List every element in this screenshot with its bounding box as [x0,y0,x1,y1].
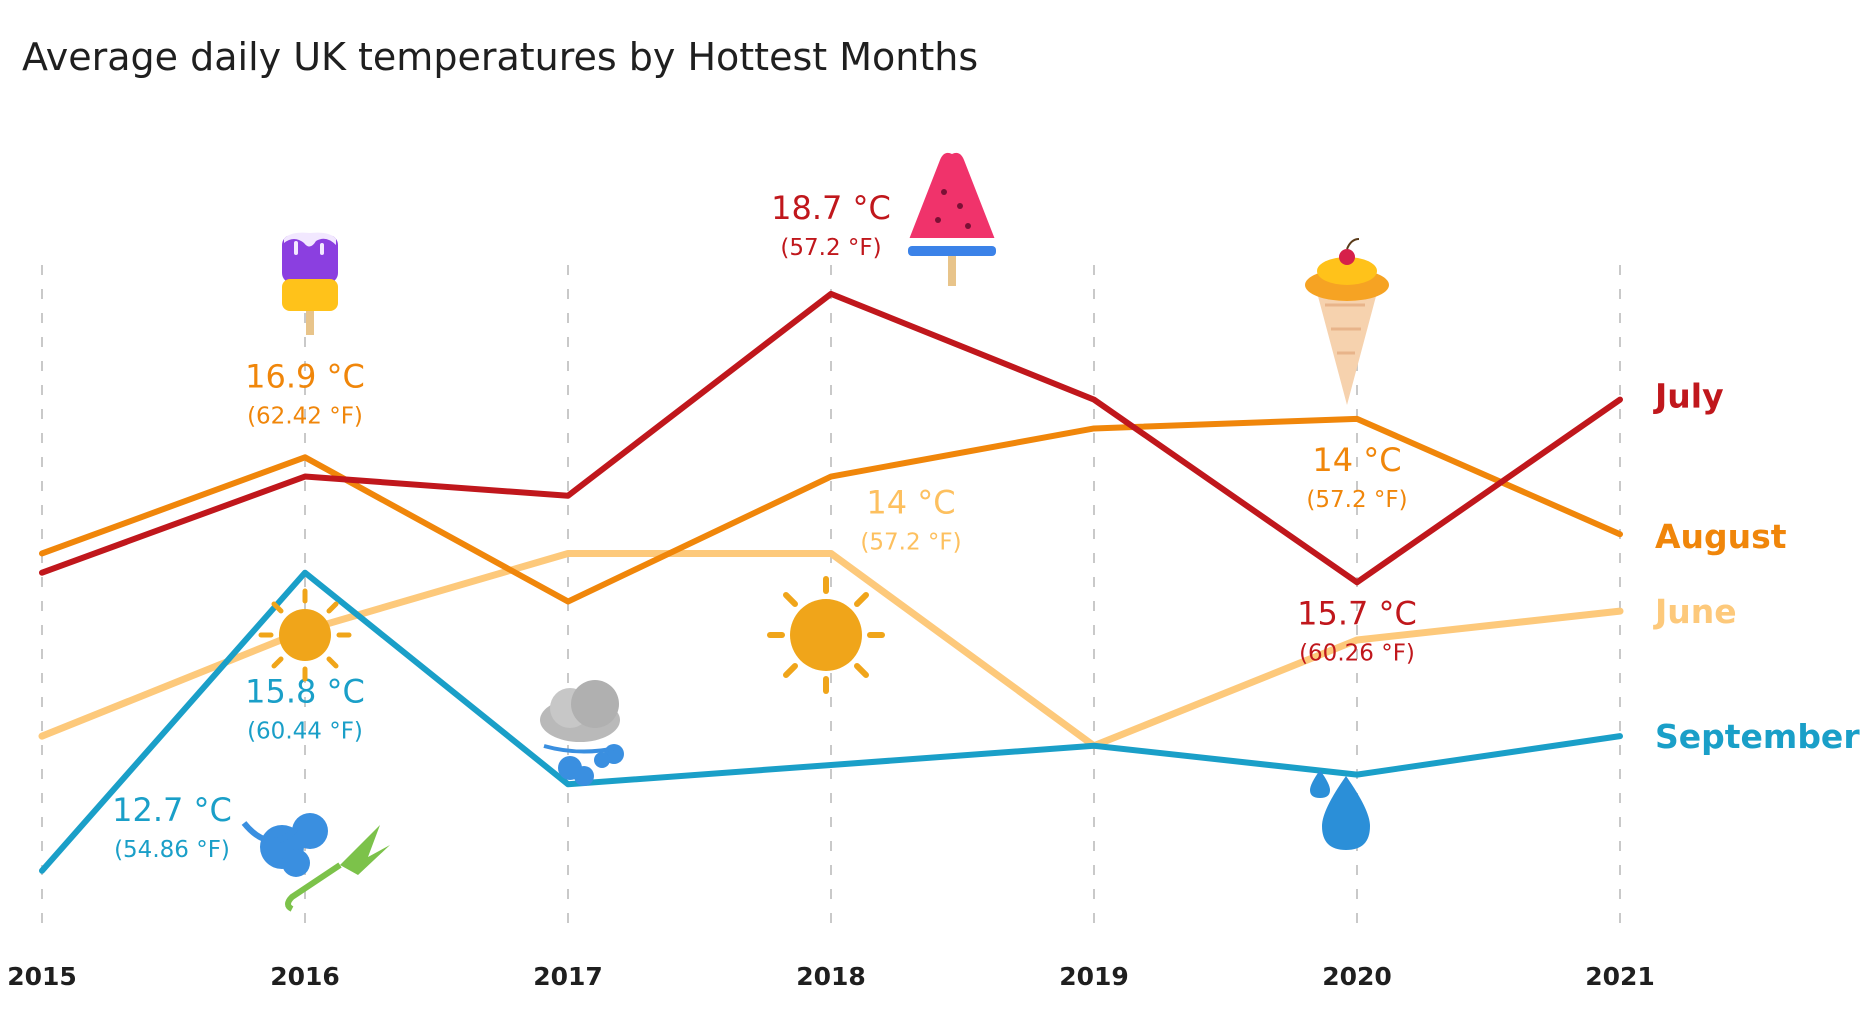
legend-label-july: July [1653,377,1724,416]
raindrop-icon [1310,770,1370,850]
watermelon-popsicle-icon [908,152,996,286]
data-point-september [1356,774,1358,776]
ice-cream-cone-icon [1305,238,1389,405]
value-annotation: 18.7 °C (57.2 °F) [771,189,891,261]
data-point-july [567,495,569,497]
data-point-july [1356,581,1358,583]
annotation-subvalue: (60.26 °F) [1299,640,1415,666]
annotation-value: 14 °C [866,483,955,521]
data-point-september [567,783,569,785]
data-point-july [830,293,832,295]
annotation-value: 15.7 °C [1297,594,1417,632]
legend-label-august: August [1655,517,1787,556]
annotation-subvalue: (57.2 °F) [1306,487,1407,513]
value-annotation: 14 °C (57.2 °F) [1306,441,1407,513]
data-point-june [41,735,43,737]
annotation-value: 16.9 °C [245,357,365,395]
annotation-value: 14 °C [1312,441,1401,479]
x-tick-label: 2019 [1059,962,1129,991]
data-point-august [830,476,832,478]
annotation-subvalue: (57.2 °F) [780,235,881,261]
x-axis: 2015 2016 2017 2018 2019 2020 2021 [7,962,1655,991]
wind-umbrella-icon [241,813,390,912]
data-point-june [567,552,569,554]
data-point-august [41,552,43,554]
annotation-subvalue: (60.44 °F) [247,719,363,745]
data-point-june [830,552,832,554]
data-point-june [1356,639,1358,641]
data-point-september [41,870,43,872]
value-annotation: 14 °C (57.2 °F) [860,483,961,555]
sun-icon [258,588,352,682]
legend: July August June September [1653,377,1860,757]
data-point-september [1093,745,1095,747]
data-point-july [1619,399,1621,401]
data-point-august [304,456,306,458]
value-annotation: 15.7 °C (60.26 °F) [1297,594,1417,666]
data-point-june [1619,610,1621,612]
x-tick-label: 2015 [7,962,77,991]
data-point-september [304,572,306,574]
data-point-july [1093,399,1095,401]
data-point-july [41,572,43,574]
chart-title: Average daily UK temperatures by Hottest… [22,35,978,79]
data-point-august [1619,533,1621,535]
annotation-value: 12.7 °C [112,791,232,829]
x-tick-label: 2016 [270,962,340,991]
annotation-subvalue: (57.2 °F) [860,529,961,555]
annotation-subvalue: (54.86 °F) [114,837,230,863]
data-point-july [304,476,306,478]
value-annotation: 16.9 °C (62.42 °F) [245,357,365,429]
sun-icon [767,576,885,694]
value-annotation: 15.8 °C(60.44 °F) [245,673,365,745]
value-annotation: 12.7 °C (54.86 °F) [112,791,232,863]
data-point-september [1619,735,1621,737]
x-tick-label: 2017 [533,962,603,991]
popsicle-icon [282,232,338,335]
legend-label-june: June [1653,592,1737,631]
annotation-subvalue: (62.42 °F) [247,403,363,429]
data-point-september [830,764,832,766]
x-tick-label: 2018 [796,962,866,991]
x-tick-label: 2020 [1322,962,1392,991]
annotation-value: 18.7 °C [771,189,891,227]
data-point-august [567,601,569,603]
cloud-wind-icon [540,680,624,786]
x-tick-label: 2021 [1585,962,1655,991]
data-point-august [1356,418,1358,420]
legend-label-september: September [1655,717,1860,756]
data-point-august [1093,427,1095,429]
